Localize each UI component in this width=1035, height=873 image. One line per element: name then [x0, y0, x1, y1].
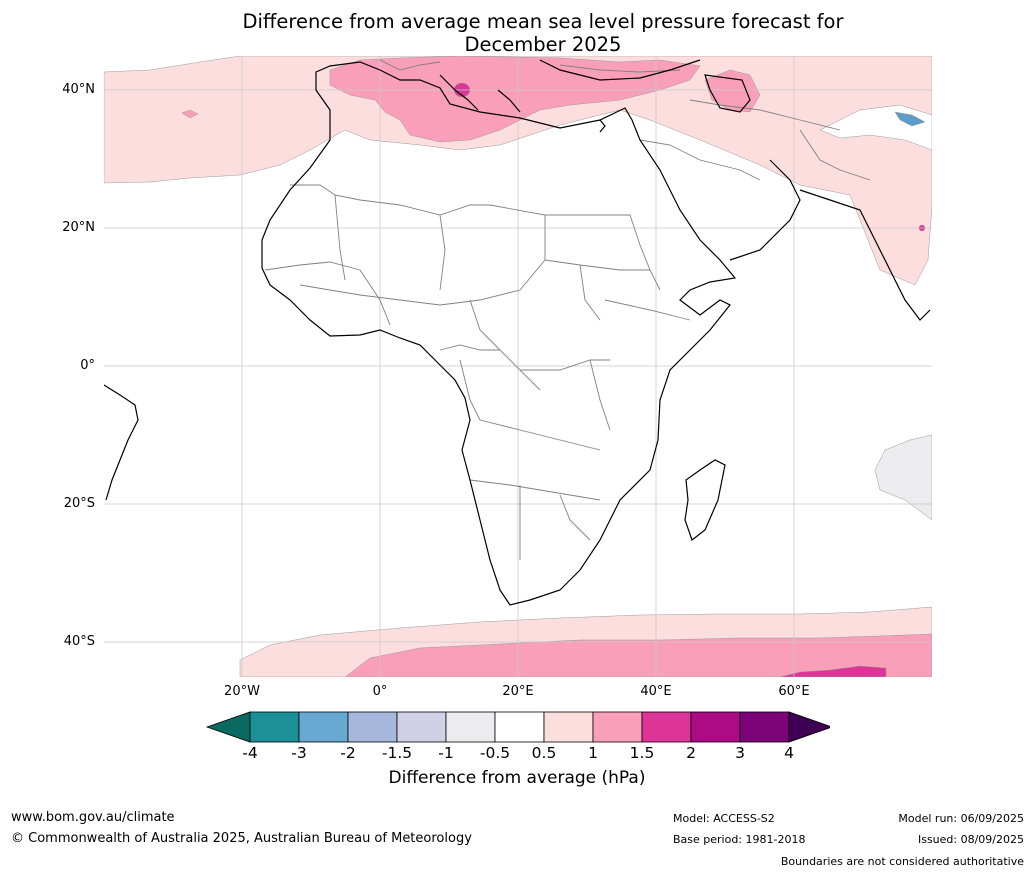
colorbar-label: Difference from average (hPa): [388, 768, 646, 788]
colorbar: [205, 711, 830, 743]
footer-base-period: Base period: 1981-2018: [673, 833, 806, 846]
country-borders: [264, 59, 871, 560]
lon-label-60e: 60°E: [778, 684, 810, 699]
graticule: [104, 56, 932, 677]
colorbar-tick-label: 2: [686, 744, 696, 762]
anomaly-region-north-pink: [329, 56, 701, 143]
colorbar-under-arrow: [205, 711, 251, 743]
chart-title: Difference from average mean sea level p…: [0, 10, 1035, 56]
colorbar-segment: [543, 711, 594, 743]
footer-boundaries: Boundaries are not considered authoritat…: [780, 855, 1024, 868]
anomaly-region-north-light-pink: [104, 56, 932, 286]
lat-label-40n: 40°N: [62, 82, 95, 97]
footer-model: Model: ACCESS-S2: [673, 812, 775, 825]
colorbar-segment: [739, 711, 790, 743]
colorbar-tick-label: -2: [340, 744, 356, 762]
footer-model-run: Model run: 06/09/2025: [898, 812, 1024, 825]
footer-copyright: © Commonwealth of Australia 2025, Austra…: [11, 831, 472, 846]
colorbar-over-arrow: [788, 711, 830, 743]
anomaly-region-south-magenta: [779, 665, 887, 677]
lon-label-20e: 20°E: [502, 684, 534, 699]
colorbar-tick-label: 4: [784, 744, 794, 762]
lon-label-0: 0°: [372, 684, 388, 699]
coastlines: [104, 59, 931, 606]
colorbar-tick-label: 0.5: [531, 744, 557, 762]
colorbar-tick-label: 3: [735, 744, 745, 762]
lat-label-40s: 40°S: [63, 634, 95, 649]
footer-issued: Issued: 08/09/2025: [917, 833, 1024, 846]
title-line-2: December 2025: [464, 33, 622, 56]
footer-url: www.bom.gov.au/climate: [11, 810, 175, 825]
anomaly-region-caspian-pink: [704, 69, 761, 113]
colorbar-segment: [298, 711, 349, 743]
anomaly-region-indian-ocean-grey: [874, 434, 932, 521]
colorbar-tick-label: -4: [242, 744, 258, 762]
colorbar-tick-label: -1.5: [381, 744, 413, 762]
colorbar-segment: [445, 711, 496, 743]
colorbar-segment: [494, 711, 545, 743]
lat-label-20s: 20°S: [63, 496, 95, 511]
colorbar-tick-label: -3: [291, 744, 307, 762]
colorbar-tick-label: -0.5: [479, 744, 511, 762]
colorbar-segment: [249, 711, 300, 743]
colorbar-segment: [690, 711, 741, 743]
colorbar-segment: [641, 711, 692, 743]
lon-label-20w: 20°W: [224, 684, 260, 699]
colorbar-segment: [592, 711, 643, 743]
anomaly-region-himalaya-blue: [894, 111, 926, 127]
colorbar-tick-label: 1: [588, 744, 598, 762]
colorbar-tick-label: -1: [438, 744, 454, 762]
colorbar-tick-label: 1.5: [629, 744, 655, 762]
colorbar-segment: [347, 711, 398, 743]
lat-label-0: 0°: [80, 358, 95, 373]
lat-label-20n: 20°N: [62, 220, 95, 235]
colorbar-segment: [396, 711, 447, 743]
lon-label-40e: 40°E: [640, 684, 672, 699]
title-line-1: Difference from average mean sea level p…: [242, 10, 844, 33]
anomaly-region-small-pink: [181, 109, 199, 119]
anomaly-region-south-pink: [344, 633, 932, 677]
